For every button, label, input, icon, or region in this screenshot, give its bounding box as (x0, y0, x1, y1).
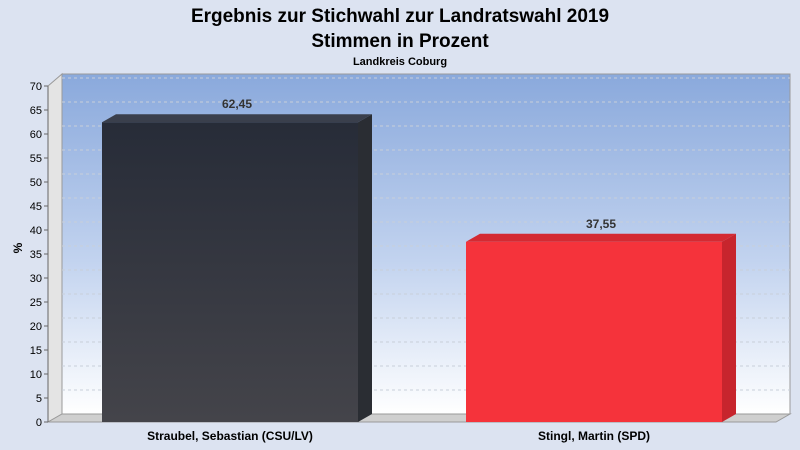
bar-top (102, 114, 372, 123)
x-category-label: Straubel, Sebastian (CSU/LV) (147, 429, 313, 443)
y-tick-label: 55 (30, 153, 42, 165)
y-axis-label: % (11, 242, 25, 253)
x-category-label: Stingl, Martin (SPD) (538, 429, 650, 443)
y-tick-label: 20 (30, 321, 42, 333)
bar-top (466, 233, 736, 242)
chart-subtitle: Landkreis Coburg (353, 56, 447, 68)
y-tick-label: 40 (30, 225, 42, 237)
bar (102, 122, 358, 423)
bar-value-label: 37,55 (586, 217, 616, 231)
y-tick-label: 25 (30, 297, 42, 309)
y-tick-label: 15 (30, 345, 42, 357)
chart-title: Ergebnis zur Stichwahl zur Landratswahl … (191, 6, 609, 27)
y-tick-label: 0 (36, 417, 42, 429)
bar-side (722, 233, 736, 422)
y-tick-label: 35 (30, 249, 42, 261)
bar (466, 241, 722, 422)
y-tick-label: 50 (30, 177, 42, 189)
y-tick-label: 45 (30, 201, 42, 213)
plot-left-wall (47, 72, 63, 423)
bars: 62,45 37,55 (102, 97, 736, 423)
y-tick-label: 10 (30, 369, 42, 381)
y-tick-label: 5 (36, 393, 42, 405)
y-tick-label: 30 (30, 273, 42, 285)
y-tick-label: 60 (30, 129, 42, 141)
bar-side (358, 114, 372, 423)
y-tick-label: 65 (30, 105, 42, 117)
y-tick-label: 70 (30, 81, 42, 93)
y-axis-ticks: 0 5 10 15 20 25 30 35 40 45 50 55 60 65 70 (30, 81, 48, 429)
chart-title-line2: Stimmen in Prozent (311, 31, 489, 52)
bar-value-label: 62,45 (222, 97, 252, 111)
x-axis-categories: Straubel, Sebastian (CSU/LV) Stingl, Mart… (147, 429, 650, 443)
